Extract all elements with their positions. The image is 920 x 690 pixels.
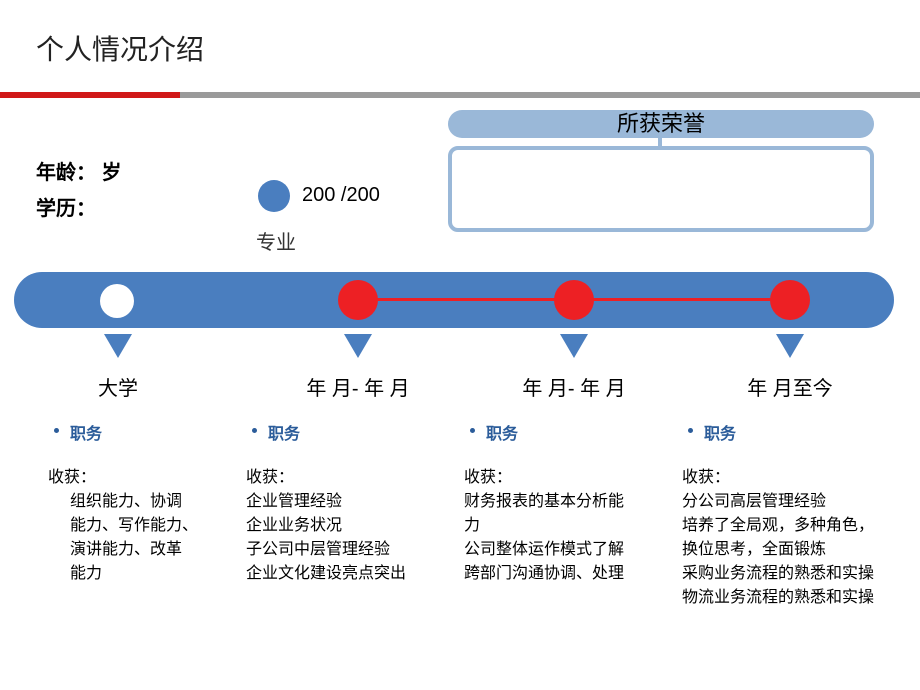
role-label: 职务 [268, 420, 300, 444]
honors-connector [658, 138, 662, 146]
timeline-pointer-icon [776, 334, 804, 358]
score-text: 200 /200 [302, 184, 380, 207]
role-label: 职务 [486, 420, 518, 444]
bullet-dot-icon [688, 428, 693, 433]
timeline-node-red [338, 280, 378, 320]
role-label: 职务 [70, 420, 102, 444]
blue-dot-icon [258, 180, 290, 212]
bullet-dot-icon [470, 428, 475, 433]
honors-label: 所获荣誉 [448, 110, 874, 138]
timeline-time-label: 年 月至今 [700, 372, 880, 401]
gain-head: 收获： [48, 466, 96, 490]
timeline-node-red [554, 280, 594, 320]
slide-title: 个人情况介绍 [36, 28, 204, 68]
timeline-node-red [770, 280, 810, 320]
gain-body: 分公司高层管理经验 培养了全局观，多种角色， 换位思考，全面锻炼 采购业务流程的… [682, 490, 874, 610]
bullet-dot-icon [252, 428, 257, 433]
gain-body: 财务报表的基本分析能 力 公司整体运作模式了解 跨部门沟通协调、处理 [464, 490, 624, 586]
gain-head: 收获： [682, 466, 730, 490]
edu-label: 学历： [36, 192, 96, 221]
bullet-dot-icon [54, 428, 59, 433]
timeline-time-label: 年 月- 年 月 [484, 372, 664, 401]
timeline-pointer-icon [104, 334, 132, 358]
gain-head: 收获： [464, 466, 512, 490]
honors-box [448, 146, 874, 232]
major-label: 专业 [256, 226, 296, 255]
gain-body: 组织能力、协调 能力、写作能力、 演讲能力、改革 能力 [70, 490, 198, 586]
gain-body: 企业管理经验 企业业务状况 子公司中层管理经验 企业文化建设亮点突出 [246, 490, 406, 586]
timeline-time-label: 大学 [28, 372, 208, 401]
timeline-pointer-icon [344, 334, 372, 358]
underline-gray [180, 92, 920, 98]
timeline-pointer-icon [560, 334, 588, 358]
role-label: 职务 [704, 420, 736, 444]
timeline-node-start [100, 284, 134, 318]
underline-accent [0, 92, 180, 98]
age-label: 年龄： 岁 [36, 156, 122, 185]
timeline-time-label: 年 月- 年 月 [268, 372, 448, 401]
gain-head: 收获： [246, 466, 294, 490]
